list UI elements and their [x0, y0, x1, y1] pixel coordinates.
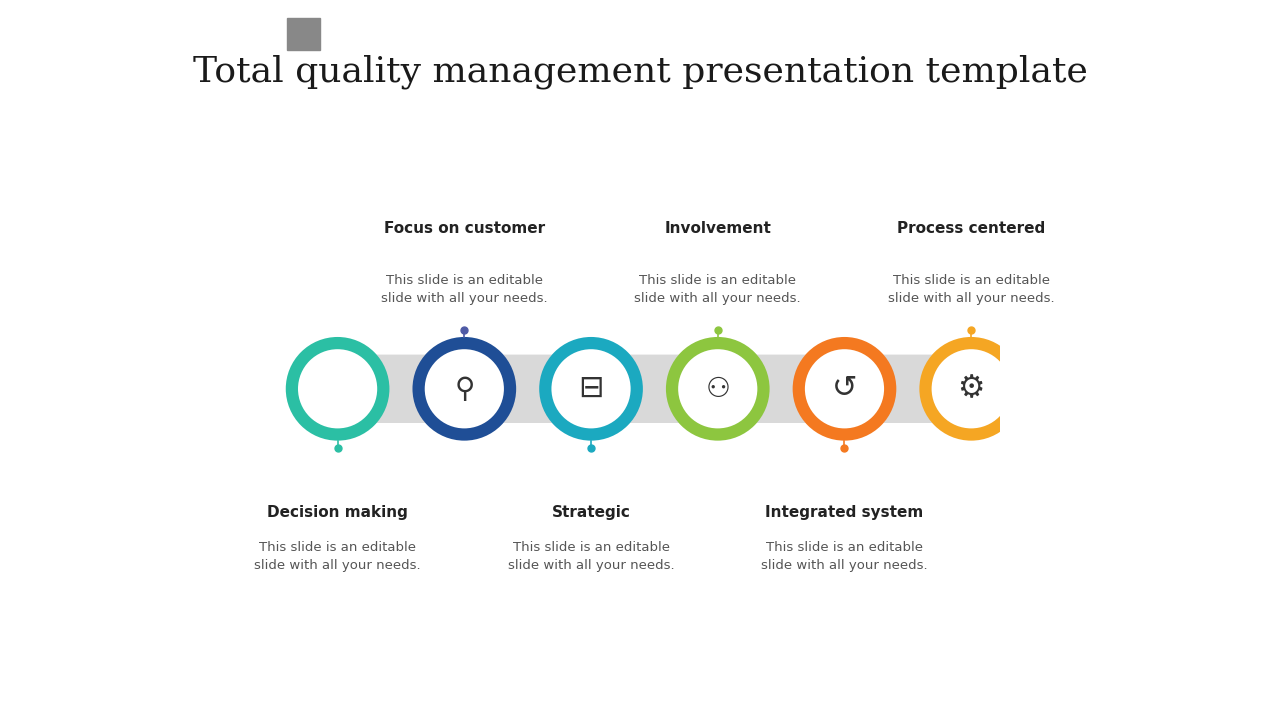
FancyBboxPatch shape: [326, 355, 475, 423]
Text: ⚙: ⚙: [957, 374, 984, 403]
FancyBboxPatch shape: [453, 355, 602, 423]
Circle shape: [285, 337, 389, 441]
Circle shape: [412, 337, 516, 441]
Circle shape: [932, 349, 1011, 428]
Text: Decision making: Decision making: [268, 505, 408, 521]
Text: ⊟: ⊟: [579, 374, 604, 403]
Circle shape: [792, 337, 896, 441]
Text: This slide is an editable
slide with all your needs.: This slide is an editable slide with all…: [381, 274, 548, 305]
Text: Strategic: Strategic: [552, 505, 631, 521]
Text: Total quality management presentation template: Total quality management presentation te…: [192, 55, 1088, 89]
Circle shape: [425, 349, 504, 428]
Text: ⚲: ⚲: [454, 375, 475, 402]
Text: This slide is an editable
slide with all your needs.: This slide is an editable slide with all…: [508, 541, 675, 572]
Circle shape: [805, 349, 884, 428]
Text: This slide is an editable
slide with all your needs.: This slide is an editable slide with all…: [888, 274, 1055, 305]
Circle shape: [666, 337, 769, 441]
Text: ↺: ↺: [832, 374, 858, 403]
FancyBboxPatch shape: [707, 355, 855, 423]
Bar: [287, 18, 320, 50]
Circle shape: [678, 349, 758, 428]
Text: Integrated system: Integrated system: [765, 505, 924, 521]
Text: Involvement: Involvement: [664, 221, 771, 236]
FancyBboxPatch shape: [580, 355, 728, 423]
Circle shape: [298, 349, 378, 428]
Text: ⚇: ⚇: [705, 375, 730, 402]
Circle shape: [919, 337, 1023, 441]
Circle shape: [552, 349, 631, 428]
Text: This slide is an editable
slide with all your needs.: This slide is an editable slide with all…: [635, 274, 801, 305]
Text: Process centered: Process centered: [897, 221, 1046, 236]
Text: This slide is an editable
slide with all your needs.: This slide is an editable slide with all…: [255, 541, 421, 572]
FancyBboxPatch shape: [833, 355, 982, 423]
Circle shape: [539, 337, 643, 441]
Text: Focus on customer: Focus on customer: [384, 221, 545, 236]
Text: This slide is an editable
slide with all your needs.: This slide is an editable slide with all…: [762, 541, 928, 572]
